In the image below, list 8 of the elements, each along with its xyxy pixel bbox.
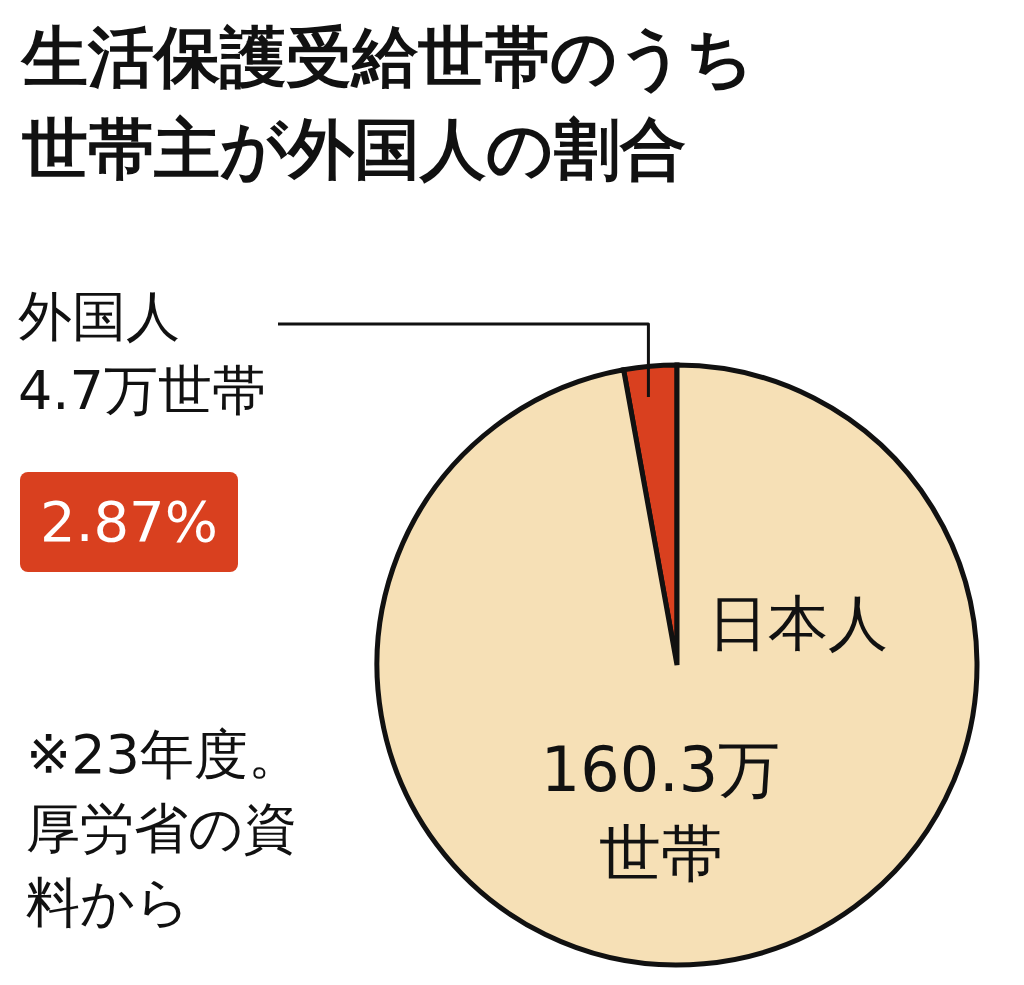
text: 2.87% (20, 472, 238, 572)
text: ※23年度。厚労省の資料から (26, 722, 303, 936)
data-label: 4.7万世帯 (18, 359, 266, 422)
chart-title: 生活保護受給世帯のうち世帯主が外国人の割合 (22, 18, 755, 190)
slice-label: 日本人 (708, 587, 888, 660)
data-label: 160.3万世帯 (539, 732, 782, 892)
slice-label: 外国人 (18, 285, 180, 348)
pie-slice (374, 362, 980, 968)
